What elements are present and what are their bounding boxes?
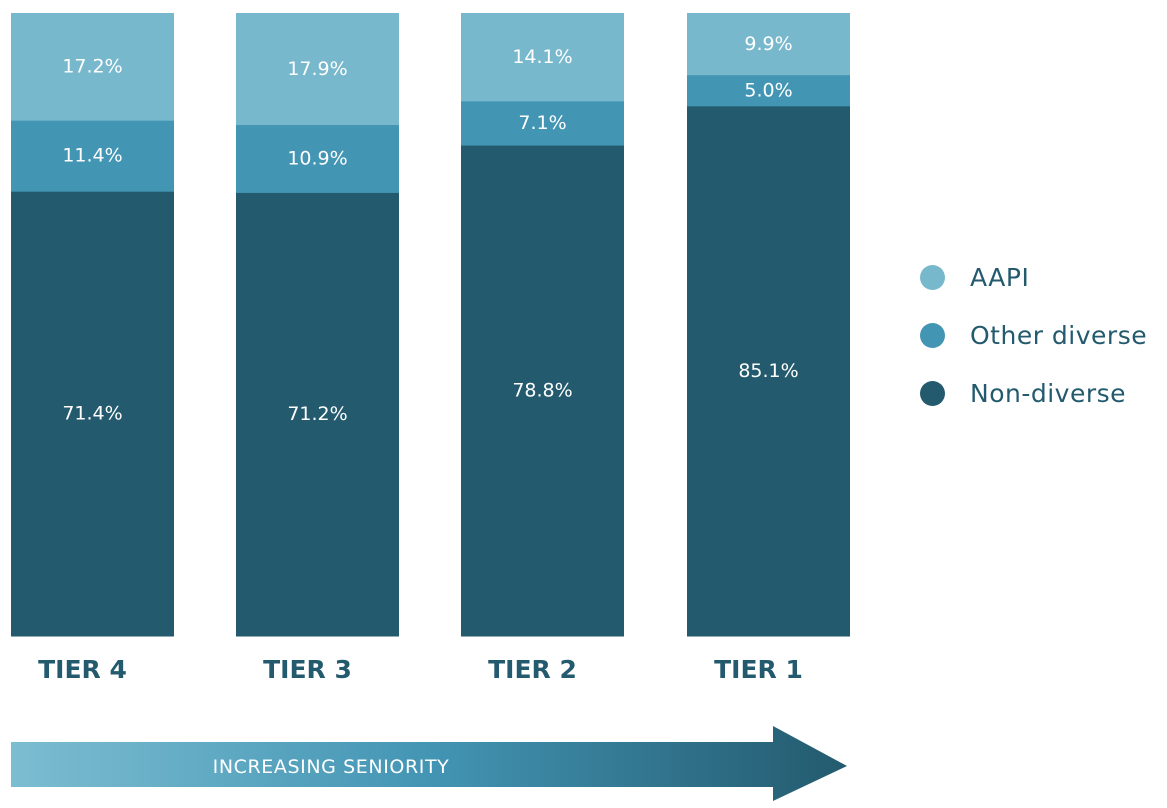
bar-aapi-2	[236, 13, 399, 126]
data-label-aapi-3: 14.1%	[512, 46, 572, 68]
bar-non-diverse-4	[687, 105, 850, 637]
bar-aapi-3	[461, 13, 624, 102]
data-label-aapi-1: 17.2%	[62, 56, 122, 78]
legend-item-non-diverse: Non-diverse	[920, 364, 1147, 422]
arrow-shape	[11, 726, 847, 801]
bar-aapi-1	[11, 13, 174, 121]
legend-item-aapi: AAPI	[920, 248, 1147, 306]
bar-other-diverse-4	[687, 74, 850, 107]
data-label-other-diverse-3: 7.1%	[518, 112, 566, 134]
tick-label-3: TIER 2	[488, 655, 577, 684]
bar-non-diverse-3	[461, 145, 624, 637]
legend-swatch-aapi	[920, 264, 945, 290]
seniority-arrow: INCREASING SENIORITY	[11, 726, 847, 801]
bar-aapi-4	[687, 13, 850, 76]
tick-label-1: TIER 4	[38, 655, 127, 684]
bar-non-diverse-1	[11, 191, 174, 637]
legend-label-aapi: AAPI	[970, 262, 1030, 292]
legend-swatch-non-diverse	[920, 380, 945, 406]
data-label-non-diverse-3: 78.8%	[512, 380, 572, 402]
data-label-other-diverse-4: 5.0%	[744, 79, 792, 101]
bar-non-diverse-2	[236, 192, 399, 637]
tick-label-4: TIER 1	[714, 655, 803, 684]
data-label-aapi-2: 17.9%	[287, 58, 347, 80]
bar-other-diverse-1	[11, 120, 174, 192]
bar-other-diverse-2	[236, 124, 399, 193]
stacked-bar-chart: 71.4% 11.4% 17.2% TIER 4 71.2% 10.9% 17.9% TIER…	[11, 13, 850, 684]
legend: AAPI Other diverse Non-diverse	[920, 248, 1147, 422]
data-label-other-diverse-2: 10.9%	[287, 147, 347, 169]
data-label-non-diverse-4: 85.1%	[738, 360, 798, 382]
data-label-non-diverse-2: 71.2%	[287, 403, 347, 425]
data-label-aapi-4: 9.9%	[744, 33, 792, 55]
data-label-other-diverse-1: 11.4%	[62, 145, 122, 167]
data-label-non-diverse-1: 71.4%	[62, 403, 122, 425]
legend-item-other-diverse: Other diverse	[920, 306, 1147, 364]
tick-label-2: TIER 3	[263, 655, 352, 684]
legend-label-non-diverse: Non-diverse	[970, 378, 1127, 408]
legend-label-other-diverse: Other diverse	[970, 320, 1148, 350]
bar-other-diverse-3	[461, 100, 624, 146]
legend-swatch-other-diverse	[920, 322, 945, 348]
arrow-label: INCREASING SENIORITY	[212, 756, 450, 778]
